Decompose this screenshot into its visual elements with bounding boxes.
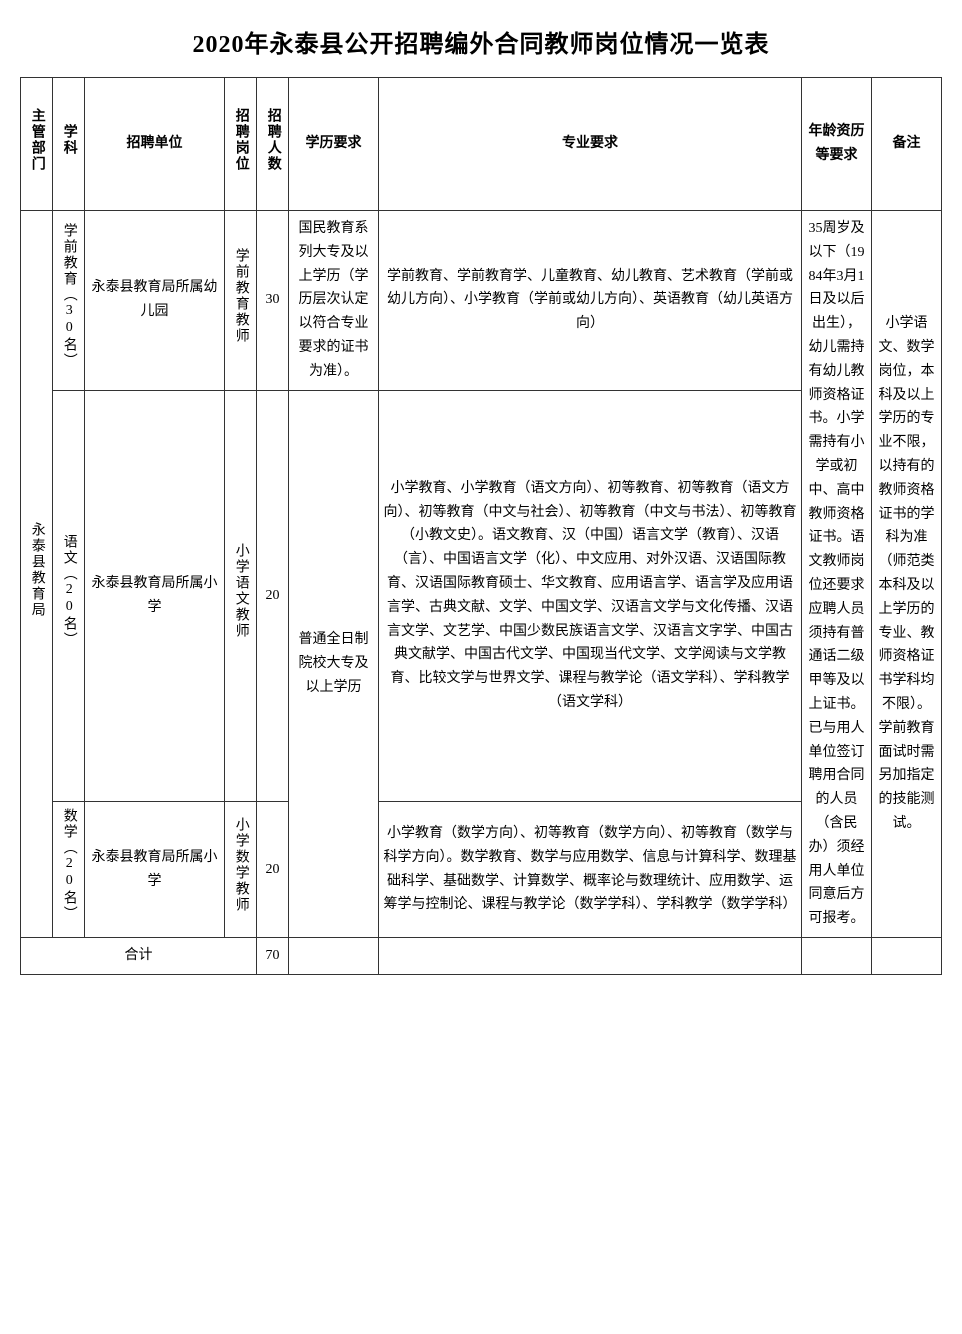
cell-age: 35周岁及以下（1984年3月1日及以后出生），幼儿需持有幼儿教师资格证书。小学…: [802, 211, 872, 938]
recruitment-table: 主管部门 学科 招聘单位 招聘岗位 招聘人数 学历要求 专业要求 年龄资历等要求…: [20, 77, 942, 975]
cell-major: 小学教育、小学教育（语文方向）、初等教育、初等教育（语文方向）、初等教育（中文与…: [379, 390, 802, 802]
cell-count: 20: [257, 390, 289, 802]
footer-empty: [379, 937, 802, 974]
cell-subject: 数学（20名）: [53, 802, 85, 938]
table-row: 永泰县教育局 学前教育（30名） 永泰县教育局所属幼儿园 学前教育教师 30 国…: [21, 211, 942, 391]
cell-education: 国民教育系列大专及以上学历（学历层次认定以符合专业要求的证书为准）。: [289, 211, 379, 391]
header-unit: 招聘单位: [85, 78, 225, 211]
header-subject: 学科: [53, 78, 85, 211]
cell-post: 学前教育教师: [225, 211, 257, 391]
footer-empty: [289, 937, 379, 974]
header-age: 年龄资历等要求: [802, 78, 872, 211]
cell-count: 30: [257, 211, 289, 391]
cell-subject: 语文（20名）: [53, 390, 85, 802]
cell-post: 小学语文教师: [225, 390, 257, 802]
cell-unit: 永泰县教育局所属小学: [85, 390, 225, 802]
cell-major: 小学教育（数学方向）、初等教育（数学方向）、初等教育（数学与科学方向）。数学教育…: [379, 802, 802, 938]
header-post: 招聘岗位: [225, 78, 257, 211]
cell-post: 小学数学教师: [225, 802, 257, 938]
header-major: 专业要求: [379, 78, 802, 211]
footer-empty: [872, 937, 942, 974]
cell-subject: 学前教育（30名）: [53, 211, 85, 391]
cell-count: 20: [257, 802, 289, 938]
table-footer-row: 合计 70: [21, 937, 942, 974]
cell-note: 小学语文、数学岗位，本科及以上学历的专业不限，以持有的教师资格证书的学科为准（师…: [872, 211, 942, 938]
footer-total: 70: [257, 937, 289, 974]
footer-label: 合计: [21, 937, 257, 974]
header-note: 备注: [872, 78, 942, 211]
cell-major: 学前教育、学前教育学、儿童教育、幼儿教育、艺术教育（学前或幼儿方向）、小学教育（…: [379, 211, 802, 391]
header-count: 招聘人数: [257, 78, 289, 211]
cell-education: 普通全日制院校大专及以上学历: [289, 390, 379, 937]
header-education: 学历要求: [289, 78, 379, 211]
cell-unit: 永泰县教育局所属幼儿园: [85, 211, 225, 391]
cell-dept: 永泰县教育局: [21, 211, 53, 938]
page-title: 2020年永泰县公开招聘编外合同教师岗位情况一览表: [20, 24, 942, 59]
footer-empty: [802, 937, 872, 974]
cell-unit: 永泰县教育局所属小学: [85, 802, 225, 938]
table-header-row: 主管部门 学科 招聘单位 招聘岗位 招聘人数 学历要求 专业要求 年龄资历等要求…: [21, 78, 942, 211]
header-dept: 主管部门: [21, 78, 53, 211]
